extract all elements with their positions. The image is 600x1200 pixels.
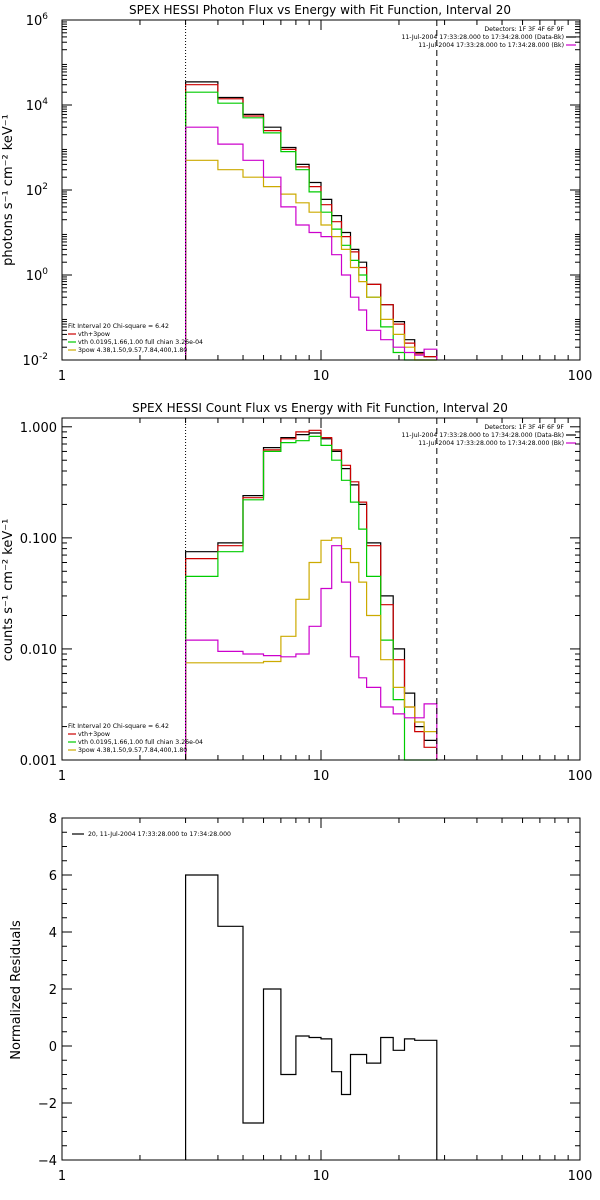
y-tick-label: 0.010	[20, 643, 57, 658]
series-line-bk	[185, 126, 438, 360]
series-line-3pow	[185, 537, 438, 760]
x-tick-label: 1	[58, 369, 66, 384]
series-line-vth-3pow	[185, 84, 438, 360]
series-line-vth-3pow	[185, 429, 438, 760]
y-tick-label: 0.100	[20, 532, 57, 547]
legend-entry: Detectors: 1F 3F 4F 6F 9F	[484, 424, 564, 431]
legend-entry: 11-Jul-2004 17:33:28.000 to 17:34:28.000…	[418, 42, 564, 49]
photon-flux-chart: SPEX HESSI Photon Flux vs Energy with Fi…	[1, 3, 592, 384]
x-tick-label: 1	[58, 1169, 66, 1184]
legend-entry: Detectors: 1F 3F 4F 6F 9F	[484, 26, 564, 33]
x-tick-label: 10	[313, 369, 330, 384]
y-tick-label: 0	[49, 1040, 57, 1055]
series-line-data-bk	[185, 81, 438, 360]
series-line-vth	[185, 435, 437, 761]
series-line-bk	[185, 545, 438, 760]
legend-entry: vth+3pow	[78, 731, 110, 738]
legend-entry: vth+3pow	[78, 331, 110, 338]
series-line-20-11-jul-2004-17-33-28-000-to-17-34-28-000	[185, 874, 438, 1160]
y-tick-label: 102	[26, 182, 48, 199]
y-tick-label: 4	[49, 926, 57, 941]
y-tick-label: 100	[26, 267, 49, 284]
legend-entry: 20, 11-Jul-2004 17:33:28.000 to 17:34:28…	[88, 831, 231, 838]
legend-entry: Fit Interval 20 Chi-square = 6.42	[68, 723, 169, 730]
series-line-3pow	[185, 159, 437, 361]
residuals-chart: Normalized Residuals 1 10 100 −4 −2 0 2 4 6 8 20,…	[9, 812, 592, 1184]
series-line-vth	[185, 91, 437, 361]
legend-entry: vth 0.0195,1.66,1.00 full chian 3.26e-04	[78, 339, 203, 346]
y-axis-label: photons s⁻¹ cm⁻² keV⁻¹	[1, 114, 16, 266]
x-tick-label: 10	[313, 1169, 330, 1184]
x-tick-label: 100	[568, 1169, 593, 1184]
legend-entry: vth 0.0195,1.66,1.00 full chian 3.26e-04	[78, 739, 203, 746]
plot-frame	[61, 817, 581, 1161]
series-line-data-bk	[185, 432, 438, 760]
y-axis-label: Normalized Residuals	[9, 920, 24, 1060]
y-tick-label: 8	[49, 812, 57, 827]
chart-title: SPEX HESSI Photon Flux vs Energy with Fi…	[129, 3, 511, 17]
legend-entry: Fit Interval 20 Chi-square = 6.42	[68, 323, 169, 330]
y-tick-label: −2	[38, 1097, 57, 1112]
y-tick-label: 1.000	[20, 421, 57, 436]
y-tick-label: 2	[49, 983, 57, 998]
legend-entry: 3pow 4.38,1.50,9.57,7.84,400,1.80	[78, 347, 187, 354]
x-tick-label: 1	[58, 769, 66, 784]
x-tick-label: 100	[568, 369, 593, 384]
legend-entry: 11-Jul-2004 17:33:28.000 to 17:34:28.000…	[401, 432, 564, 439]
x-tick-label: 100	[568, 769, 593, 784]
y-axis-label: counts s⁻¹ cm⁻² keV⁻¹	[1, 519, 16, 662]
y-tick-label: −4	[38, 1154, 57, 1169]
y-tick-label: 106	[26, 12, 49, 29]
y-tick-label: 6	[49, 869, 57, 884]
legend-entry: 11-Jul-2004 17:33:28.000 to 17:34:28.000…	[418, 440, 564, 447]
y-tick-label: 10-2	[22, 352, 48, 369]
legend-entry: 3pow 4.38,1.50,9.57,7.84,400,1.80	[78, 747, 187, 754]
count-flux-chart: SPEX HESSI Count Flux vs Energy with Fit…	[1, 401, 592, 784]
y-tick-label: 0.001	[20, 754, 57, 769]
y-tick-label: 104	[26, 97, 49, 114]
legend-entry: 11-Jul-2004 17:33:28.000 to 17:34:28.000…	[401, 34, 564, 41]
x-tick-label: 10	[313, 769, 330, 784]
chart-title: SPEX HESSI Count Flux vs Energy with Fit…	[132, 401, 508, 415]
